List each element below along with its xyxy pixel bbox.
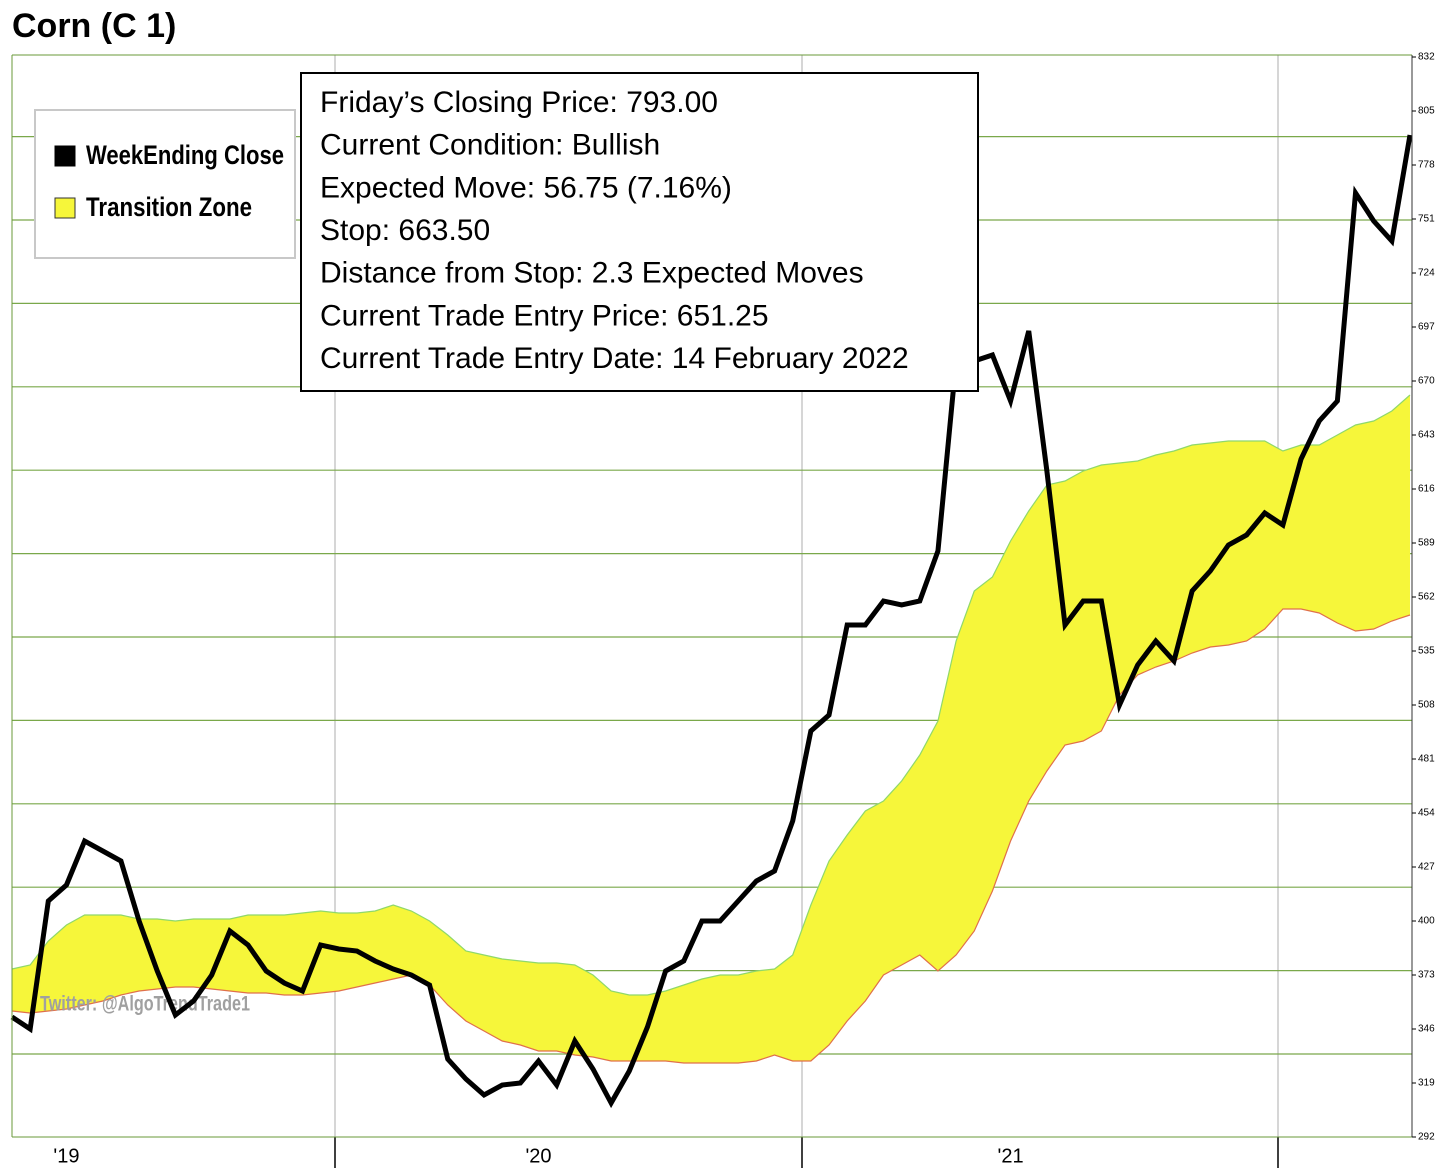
info-line: Current Condition: Bullish [320,129,660,162]
y-tick-label: 400 [1418,916,1435,927]
legend-label: WeekEnding Close [86,140,284,170]
transition-zone [12,395,1410,1063]
plot-area: Twitter: @AlgoTrendTrade1 [10,134,1413,1109]
y-tick-label: 643 [1418,430,1435,441]
y-tick-label: 481 [1418,754,1435,765]
y-tick-label: 589 [1418,538,1435,549]
info-box-frame [300,72,979,392]
y-tick-label: 562 [1418,592,1435,603]
info-line: Current Trade Entry Date: 14 February 20… [320,342,909,375]
y-tick-label: 292 [1418,1132,1435,1143]
legend-label: Transition Zone [86,192,252,222]
x-tick-label: '21 [998,1145,1024,1167]
watermark: Twitter: @AlgoTrendTrade1 [40,993,250,1016]
y-tick-label: 616 [1418,484,1435,495]
info-line: Expected Move: 56.75 (7.16%) [320,171,732,204]
info-line: Current Trade Entry Price: 651.25 [320,299,769,332]
y-tick-label: 697 [1418,322,1435,333]
info-box: Friday’s Closing Price: 793.00 Current Co… [300,72,979,392]
x-tick-label: '19 [53,1145,79,1167]
y-tick-label: 805 [1418,106,1435,117]
x-tick-label: '20 [525,1145,551,1167]
y-tick-label: 832 [1418,52,1435,63]
legend-swatch [54,197,76,219]
y-tick-label: 778 [1418,160,1435,171]
y-tick-label: 319 [1418,1078,1435,1089]
legend-box [34,109,296,259]
y-tick-label: 751 [1418,214,1435,225]
y-tick-label: 535 [1418,646,1435,657]
info-line: Distance from Stop: 2.3 Expected Moves [320,257,864,290]
info-line: Friday’s Closing Price: 793.00 [320,86,718,119]
info-line: Stop: 663.50 [320,214,490,247]
y-tick-label: 373 [1418,970,1435,981]
zone-lower-edge [11,608,1411,1064]
y-tick-label: 724 [1418,268,1435,279]
chart-title: Corn (C 1) [12,7,176,45]
y-tick-label: 454 [1418,808,1435,819]
legend: WeekEnding Close Transition Zone [34,109,296,259]
y-tick-label: 346 [1418,1024,1435,1035]
y-tick-label: 508 [1418,700,1435,711]
legend-swatch [54,145,76,167]
y-tick-label: 670 [1418,376,1435,387]
zone-upper-edge [11,394,1411,996]
close-line [10,134,1413,1109]
y-tick-label: 427 [1418,862,1435,873]
